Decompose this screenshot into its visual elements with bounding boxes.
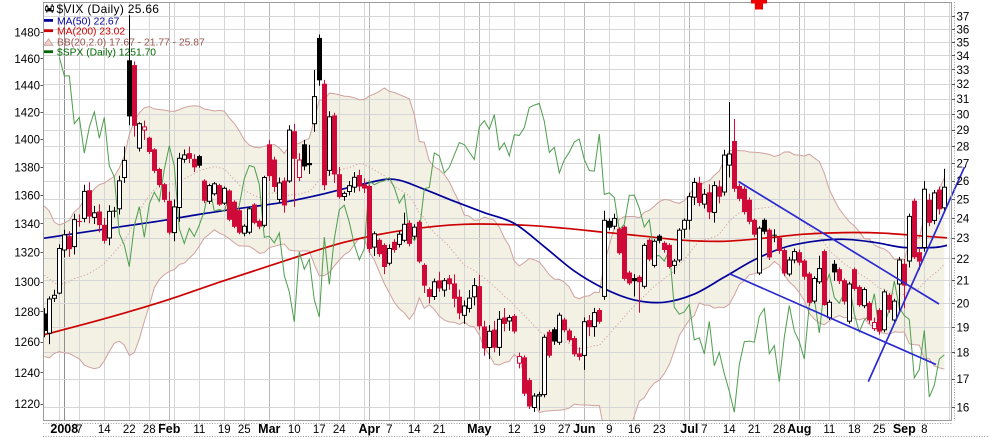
svg-text:1220: 1220 [14,399,40,411]
svg-text:1280: 1280 [14,307,40,319]
svg-text:29: 29 [957,125,970,137]
svg-text:19: 19 [533,424,546,436]
svg-text:22: 22 [957,254,970,266]
svg-text:26: 26 [957,176,970,188]
svg-text:11: 11 [193,424,205,436]
svg-text:1460: 1460 [14,54,40,66]
svg-text:1240: 1240 [14,368,40,380]
svg-text:1260: 1260 [14,337,40,349]
svg-text:21: 21 [748,424,761,436]
svg-text:1440: 1440 [14,80,40,92]
svg-text:14: 14 [408,424,421,436]
svg-text:7: 7 [386,424,392,436]
svg-text:1420: 1420 [14,107,40,119]
svg-text:9: 9 [606,424,612,436]
svg-text:25: 25 [238,424,251,436]
svg-text:1360: 1360 [14,190,40,202]
svg-text:25: 25 [873,424,886,436]
svg-text:1400: 1400 [14,135,40,147]
svg-text:16: 16 [628,424,641,436]
svg-text:24: 24 [957,213,970,225]
svg-text:14: 14 [98,424,111,436]
svg-text:28: 28 [957,142,970,154]
svg-text:16: 16 [957,403,970,415]
svg-text:1480: 1480 [14,28,40,40]
svg-text:32: 32 [957,79,970,91]
svg-text:1300: 1300 [14,277,40,289]
svg-text:22: 22 [123,424,136,436]
svg-text:20: 20 [957,298,970,310]
svg-text:19: 19 [957,322,970,334]
svg-text:7: 7 [701,424,707,436]
svg-text:10: 10 [288,424,301,436]
svg-text:8: 8 [921,424,927,436]
svg-text:36: 36 [957,24,970,36]
svg-text:33: 33 [957,65,970,77]
svg-text:28: 28 [143,424,156,436]
svg-text:Mar: Mar [258,422,280,436]
svg-text:25: 25 [957,194,970,206]
svg-text:7: 7 [76,424,82,436]
svg-text:Jul: Jul [680,422,698,436]
svg-text:MA(200) 23.02: MA(200) 23.02 [57,27,125,38]
svg-text:Apr: Apr [359,422,381,436]
svg-text:$SPX (Daily) 1251.70: $SPX (Daily) 1251.70 [57,48,156,59]
svg-text:17: 17 [957,374,970,386]
svg-text:37: 37 [957,12,970,24]
svg-text:Sep: Sep [893,422,916,436]
svg-text:11: 11 [823,424,835,436]
svg-text:34: 34 [957,51,970,63]
svg-text:MA(50) 22.67: MA(50) 22.67 [57,16,120,27]
svg-text:May: May [467,422,491,436]
svg-text:18: 18 [957,348,970,360]
svg-text:23: 23 [957,233,970,245]
svg-text:19: 19 [218,424,231,436]
svg-text:21: 21 [957,276,970,288]
svg-text:Feb: Feb [158,422,181,436]
svg-text:21: 21 [433,424,446,436]
svg-text:27: 27 [957,159,970,171]
svg-text:27: 27 [558,424,571,436]
svg-text:Jun: Jun [573,422,595,436]
svg-text:31: 31 [957,94,970,106]
svg-text:1320: 1320 [14,248,40,260]
svg-text:24: 24 [333,424,346,436]
svg-text:18: 18 [848,424,861,436]
svg-text:30: 30 [957,109,970,121]
svg-text:Aug: Aug [787,422,811,436]
svg-text:23: 23 [653,424,666,436]
svg-text:35: 35 [957,37,970,49]
svg-text:$VIX (Daily) 25.66: $VIX (Daily) 25.66 [57,2,160,16]
svg-text:17: 17 [313,424,326,436]
svg-text:12: 12 [508,424,521,436]
svg-text:1340: 1340 [14,219,40,231]
svg-text:28: 28 [773,424,786,436]
svg-text:1380: 1380 [14,162,40,174]
svg-text:14: 14 [723,424,736,436]
svg-text:2008: 2008 [50,422,78,436]
svg-text:BB(20,2.0) 17.67 - 21.77 - 25.: BB(20,2.0) 17.67 - 21.77 - 25.87 [57,37,205,48]
